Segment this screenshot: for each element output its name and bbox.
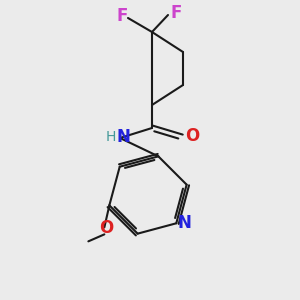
Text: F: F [170,4,182,22]
Text: O: O [99,219,113,237]
Text: O: O [185,127,199,145]
Text: F: F [116,7,128,25]
Text: N: N [116,128,130,146]
Text: N: N [177,214,191,232]
Text: H: H [106,130,116,144]
